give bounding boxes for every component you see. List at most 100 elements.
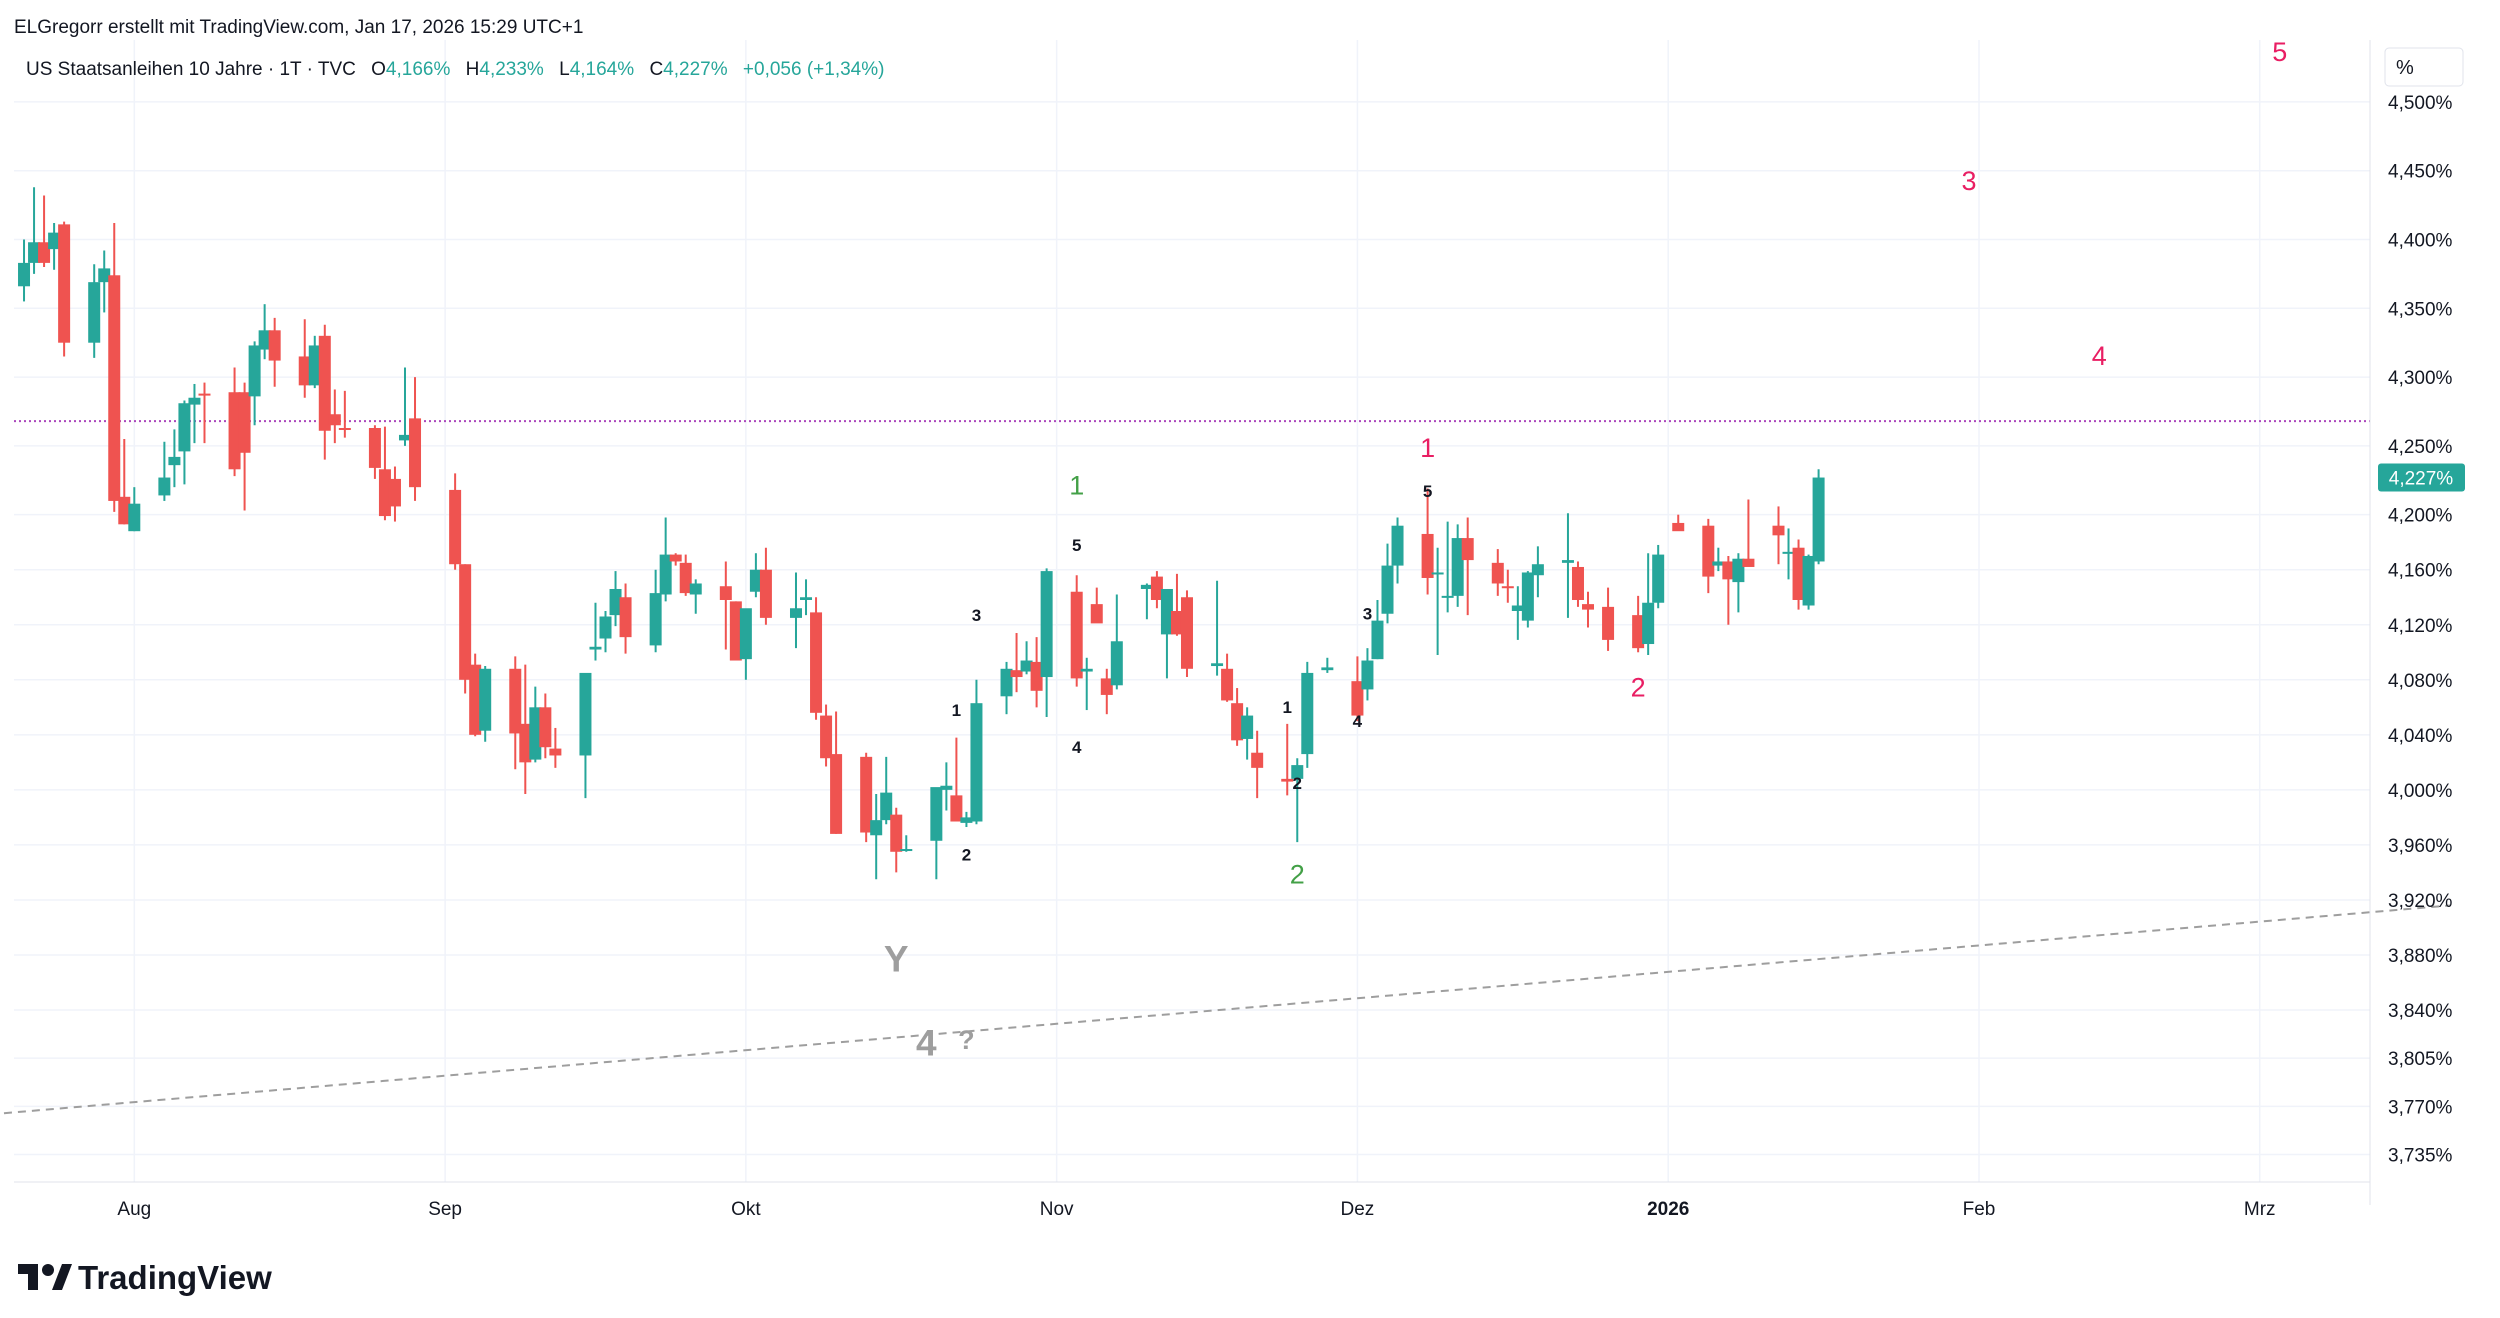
candle[interactable] [1040,568,1053,717]
candle[interactable] [1180,590,1193,678]
candle[interactable] [1281,723,1294,796]
candle[interactable] [1792,539,1805,610]
candle[interactable] [1090,587,1103,624]
candle[interactable] [1030,637,1043,708]
candle[interactable] [830,711,843,834]
symbol-line[interactable]: US Staatsanleihen 10 Jahre · 1T · TVC [26,59,356,80]
candle[interactable] [318,324,331,460]
candle[interactable] [388,466,401,522]
candle[interactable] [940,762,953,811]
candle[interactable] [1321,657,1334,673]
candle[interactable] [168,429,181,488]
candle[interactable] [609,571,622,627]
candle[interactable] [1000,661,1013,715]
candle[interactable] [719,561,732,650]
candle[interactable] [890,807,903,873]
candle[interactable] [1451,524,1464,607]
candle[interactable] [449,473,462,570]
candle[interactable] [38,195,51,268]
candle[interactable] [98,250,111,313]
candle[interactable] [970,679,983,825]
candle[interactable] [669,553,682,566]
candle[interactable] [860,752,873,843]
candle[interactable] [328,389,341,444]
candle[interactable] [599,611,612,653]
candle[interactable] [459,564,472,694]
candle[interactable] [1461,517,1474,616]
candle[interactable] [1441,521,1454,613]
wave-label[interactable]: 4 [2092,341,2107,371]
candle[interactable] [228,367,241,477]
wave-label[interactable]: 5 [2272,37,2287,67]
candle[interactable] [1582,591,1595,628]
candle[interactable] [729,601,742,661]
candle[interactable] [1241,707,1254,760]
candle[interactable] [198,382,211,444]
candle[interactable] [479,666,492,742]
candle[interactable] [1010,633,1023,693]
candle[interactable] [18,239,31,302]
wave-label[interactable]: 1 [1283,698,1292,717]
candle[interactable] [1802,554,1815,610]
candle[interactable] [1732,553,1745,613]
candle[interactable] [48,222,61,270]
candle[interactable] [529,686,542,763]
wave-label[interactable]: 5 [1423,482,1432,501]
wave-label[interactable]: Y [884,939,909,980]
candle[interactable] [689,579,702,614]
candle[interactable] [1140,583,1153,620]
candle[interactable] [549,727,562,768]
wave-label[interactable]: ? [958,1025,975,1055]
candle[interactable] [1070,575,1083,687]
candle[interactable] [800,579,813,616]
candle[interactable] [1020,641,1033,675]
candle[interactable] [1702,518,1715,594]
candle[interactable] [1291,758,1304,843]
candle[interactable] [1602,587,1615,651]
candle[interactable] [519,664,532,794]
candle[interactable] [1381,543,1394,624]
wave-label[interactable]: 1 [1420,433,1435,463]
candle[interactable] [398,367,411,446]
candle[interactable] [1571,561,1584,607]
candle[interactable] [238,382,251,511]
candle[interactable] [1521,571,1534,628]
candle[interactable] [108,222,121,512]
candle[interactable] [368,425,381,479]
wave-label[interactable]: 1 [952,701,961,720]
candle[interactable] [810,597,823,720]
candle[interactable] [1672,514,1685,532]
candle[interactable] [1351,656,1364,722]
candle[interactable] [880,756,893,825]
candle[interactable] [1391,517,1404,584]
candle[interactable] [539,693,552,759]
wave-label[interactable]: 3 [1363,605,1372,624]
candle[interactable] [759,547,772,625]
candle[interactable] [1772,506,1785,565]
candle[interactable] [649,569,662,653]
candle[interactable] [789,572,802,649]
candle[interactable] [1361,648,1374,701]
wave-label[interactable]: 4 [1072,738,1082,757]
candle[interactable] [188,383,201,444]
candle[interactable] [1652,544,1665,609]
candle[interactable] [1722,555,1735,625]
candle[interactable] [128,487,141,532]
candle[interactable] [749,553,762,598]
candle[interactable] [1160,588,1173,679]
candle[interactable] [1632,595,1645,653]
candle[interactable] [409,377,422,501]
wave-label[interactable]: 3 [972,606,981,625]
wave-label[interactable]: 2 [1293,774,1302,793]
wave-label[interactable]: 4 [1353,712,1363,731]
candle[interactable] [178,400,191,485]
tradingview-logo[interactable]: TradingView [18,1259,272,1296]
candle[interactable] [308,335,321,389]
candle[interactable] [158,441,171,501]
wave-label[interactable]: 5 [1072,536,1081,555]
candle[interactable] [820,704,833,767]
candle[interactable] [659,517,672,602]
candle[interactable] [1211,580,1224,676]
candle[interactable] [1170,573,1183,636]
candle[interactable] [1421,488,1434,595]
